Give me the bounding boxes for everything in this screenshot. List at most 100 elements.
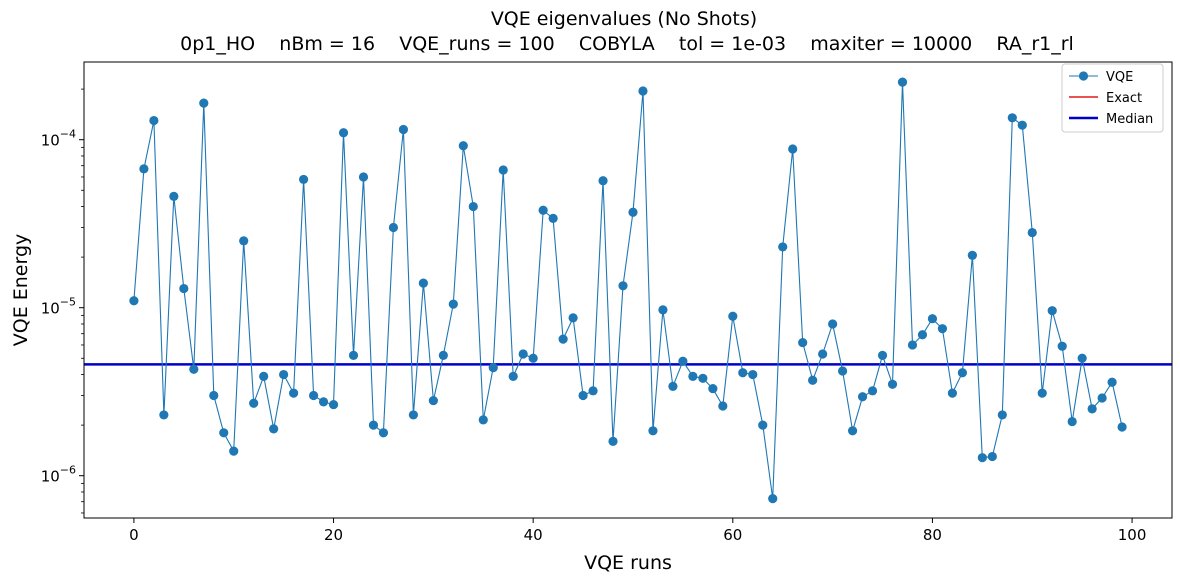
x-axis-label: VQE runs [584, 552, 672, 574]
vqe-point [1047, 306, 1057, 316]
vqe-point [867, 386, 878, 396]
y-tick-label: 10−5 [41, 296, 76, 318]
vqe-point [129, 296, 139, 306]
vqe-point [378, 428, 389, 438]
vqe-point [308, 390, 319, 401]
vqe-point [618, 281, 628, 291]
vqe-point [778, 242, 788, 252]
vqe-point [638, 86, 648, 96]
vqe-point [468, 201, 478, 212]
vqe-point [348, 350, 359, 361]
vqe-point [808, 375, 818, 385]
vqe-point [458, 141, 468, 151]
vqe-point [768, 494, 778, 504]
vqe-point [648, 426, 658, 436]
vqe-point [907, 340, 918, 350]
series-layer [129, 77, 1127, 504]
vqe-point [448, 299, 458, 309]
vqe-point [1107, 377, 1117, 387]
vqe-point [548, 213, 558, 223]
vqe-point [159, 410, 169, 420]
vqe-point [658, 305, 668, 315]
vqe-point [1007, 113, 1017, 123]
x-tick-label: 20 [324, 526, 343, 544]
vqe-point [1087, 404, 1097, 414]
vqe-point [318, 397, 329, 407]
vqe-point [788, 144, 798, 154]
vqe-point [229, 446, 239, 456]
vqe-point [598, 176, 608, 186]
vqe-point [957, 368, 967, 378]
vqe-point [847, 426, 858, 436]
chart-title: VQE eigenvalues (No Shots) [491, 8, 757, 30]
vqe-point [828, 319, 838, 329]
vqe-point [997, 410, 1007, 420]
plot-area [83, 61, 1173, 519]
vqe-point [279, 369, 289, 380]
vqe-point [408, 410, 418, 420]
vqe-point [708, 383, 718, 394]
vqe-point [498, 165, 508, 175]
vqe-series-line [133, 82, 1123, 499]
vqe-point [239, 236, 249, 246]
vqe-point [987, 451, 997, 462]
vqe-point [418, 278, 428, 288]
vqe-point [189, 364, 199, 374]
vqe-point [937, 324, 948, 334]
vqe-point [518, 349, 528, 359]
vqe-point [508, 371, 518, 381]
vqe-point [428, 395, 438, 406]
legend-label-vqe: VQE [1106, 70, 1133, 85]
vqe-point [398, 124, 409, 135]
vqe-point [977, 453, 987, 463]
vqe-point [338, 128, 349, 138]
vqe-point [1037, 388, 1047, 398]
vqe-point [798, 337, 808, 348]
vqe-point [219, 428, 229, 438]
vqe-point [748, 369, 758, 380]
vqe-point [568, 313, 578, 323]
y-axis: 10−6 10−5 10−4 [41, 88, 84, 514]
legend-box [1061, 63, 1164, 133]
vqe-point [887, 379, 898, 389]
vqe-point [169, 191, 179, 201]
vqe-point [199, 98, 209, 108]
vqe-point [538, 205, 548, 215]
vqe-point [249, 398, 259, 408]
vqe-point [698, 373, 708, 383]
x-tick-label: 40 [524, 526, 543, 544]
vqe-point [818, 349, 828, 359]
vqe-point [478, 415, 488, 425]
axes-frame [83, 61, 1173, 519]
y-tick-label: 10−4 [41, 128, 76, 150]
vqe-point [718, 401, 728, 411]
vqe-point [1077, 353, 1087, 363]
vqe-point [259, 371, 269, 381]
x-tick-label: 60 [723, 526, 742, 544]
vqe-point [678, 356, 688, 366]
vqe-point [298, 174, 309, 185]
x-tick-label: 100 [1118, 526, 1147, 544]
vqe-point [927, 314, 938, 324]
vqe-point [1117, 422, 1127, 432]
x-tick-label: 0 [129, 526, 139, 544]
vqe-point [578, 390, 588, 401]
y-tick-label: 10−6 [41, 464, 76, 486]
vqe-point [139, 164, 149, 174]
vqe-point [947, 388, 958, 398]
vqe-point [269, 424, 279, 434]
vqe-point [877, 350, 888, 361]
vqe-point [438, 350, 448, 361]
vqe-point [758, 420, 768, 430]
vqe-point [358, 172, 369, 182]
vqe-point [1057, 341, 1067, 351]
vqe-point [738, 368, 748, 378]
vqe-point [1017, 120, 1027, 130]
vqe-point [328, 399, 339, 410]
vqe-point [857, 392, 868, 402]
x-axis: 0 20 40 60 80 100 [129, 518, 1146, 544]
vqe-point [488, 362, 498, 373]
y-axis-label: VQE Energy [10, 234, 32, 347]
vqe-point [728, 311, 738, 321]
